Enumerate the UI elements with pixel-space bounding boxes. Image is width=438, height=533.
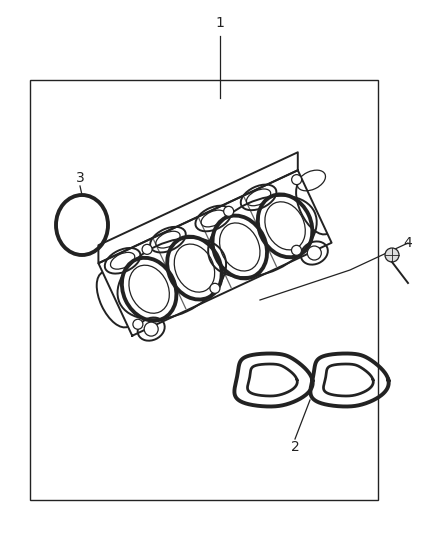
Circle shape xyxy=(224,206,233,216)
Bar xyxy=(30,80,378,500)
Circle shape xyxy=(133,319,143,329)
Circle shape xyxy=(144,322,158,336)
Circle shape xyxy=(307,246,321,260)
Text: 1: 1 xyxy=(215,16,224,30)
Text: 4: 4 xyxy=(404,236,412,250)
Circle shape xyxy=(210,284,220,293)
Circle shape xyxy=(292,245,301,255)
Circle shape xyxy=(385,248,399,262)
Text: 3: 3 xyxy=(76,171,85,185)
Circle shape xyxy=(292,175,302,184)
Circle shape xyxy=(142,244,152,254)
Text: 2: 2 xyxy=(291,440,300,454)
